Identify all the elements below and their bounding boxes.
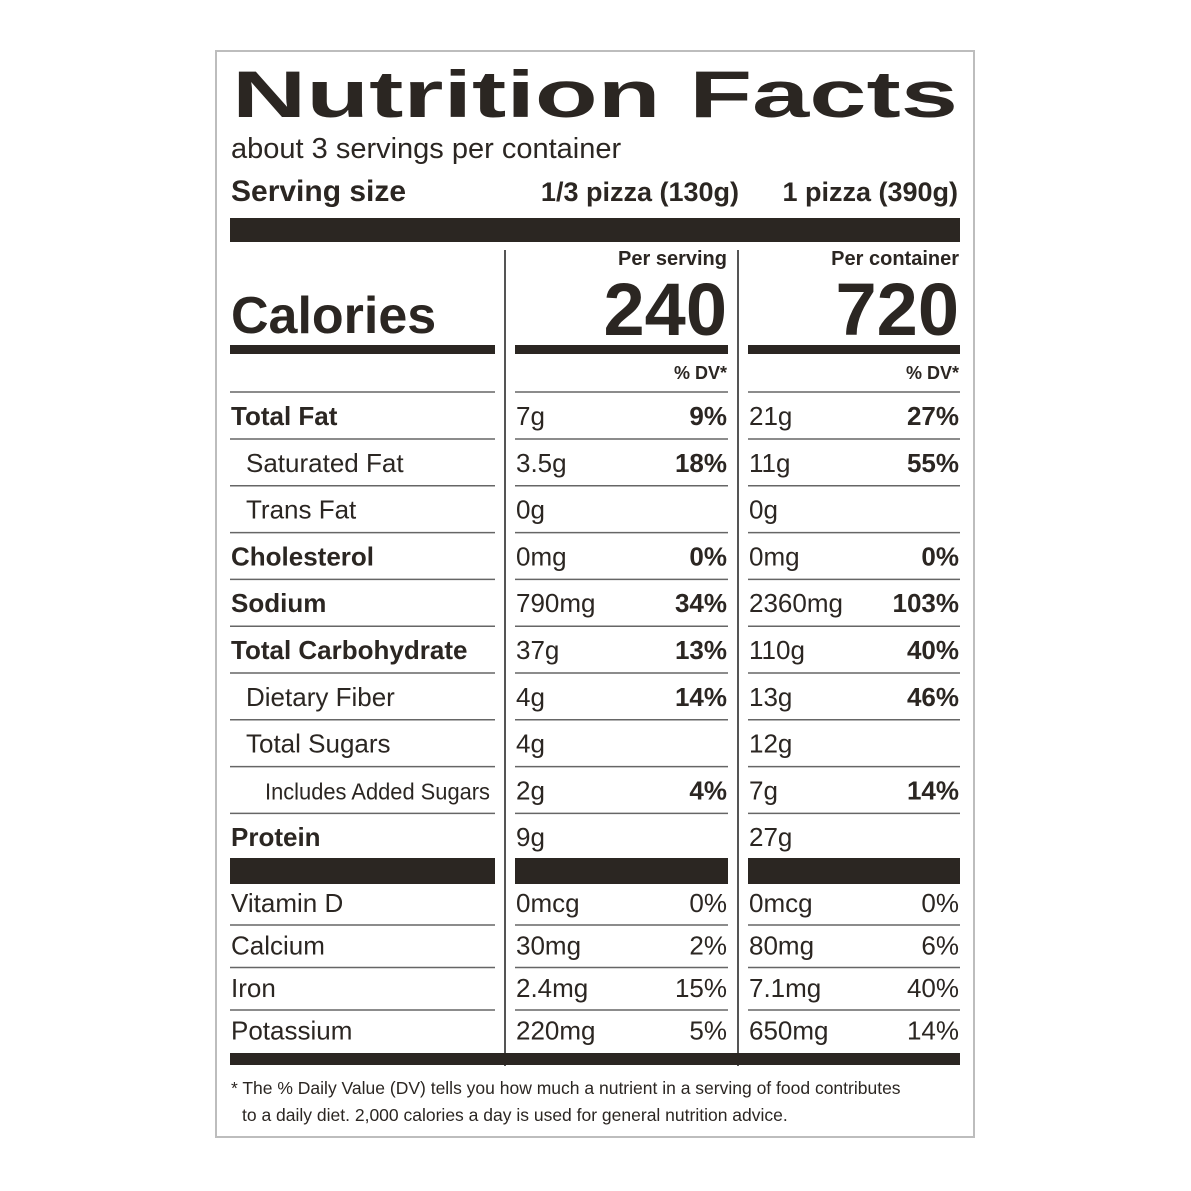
- calories-label: Calories: [231, 287, 436, 345]
- amount: 80mg: [749, 931, 814, 961]
- medium-rule: [748, 345, 960, 354]
- daily-value: 18%: [675, 448, 727, 478]
- daily-value: 5%: [689, 1016, 727, 1046]
- footnote: * The % Daily Value (DV) tells you how m…: [231, 1078, 901, 1098]
- amount: 7.1mg: [749, 973, 821, 1003]
- daily-value: 13%: [675, 635, 727, 665]
- serving-size-value: 1 pizza (390g): [782, 177, 958, 207]
- footnote: to a daily diet. 2,000 calories a day is…: [242, 1105, 788, 1125]
- calories-value: 240: [604, 268, 727, 351]
- nutrient-name: Iron: [231, 973, 276, 1003]
- amount: 0g: [749, 495, 778, 525]
- amount: 12g: [749, 729, 792, 759]
- daily-value: 6%: [921, 931, 959, 961]
- daily-value: 0%: [689, 888, 727, 918]
- amount: 0g: [516, 495, 545, 525]
- amount: 0mcg: [516, 888, 580, 918]
- daily-value: 0%: [921, 541, 959, 571]
- nutrient-name: Cholesterol: [231, 541, 374, 571]
- amount: 37g: [516, 635, 559, 665]
- daily-value: 15%: [675, 973, 727, 1003]
- nutrient-name: Total Sugars: [246, 729, 391, 759]
- amount: 2360mg: [749, 588, 843, 618]
- daily-value: 34%: [675, 588, 727, 618]
- thick-rule: [748, 858, 960, 884]
- amount: 0mg: [516, 541, 567, 571]
- medium-rule: [230, 1053, 960, 1065]
- amount: 790mg: [516, 588, 596, 618]
- calories-value: 720: [836, 268, 959, 351]
- nutrient-name: Dietary Fiber: [246, 682, 395, 712]
- title: Nutrition Facts: [232, 57, 958, 131]
- daily-value: 0%: [921, 888, 959, 918]
- nutrient-name: Total Carbohydrate: [231, 635, 467, 665]
- daily-value: 2%: [689, 931, 727, 961]
- medium-rule: [230, 345, 495, 354]
- column-header: Per serving: [618, 248, 727, 270]
- serving-size-label: Serving size: [231, 175, 406, 208]
- daily-value: 14%: [675, 682, 727, 712]
- dv-header: % DV*: [906, 363, 959, 383]
- amount: 2g: [516, 775, 545, 805]
- nutrient-name: Trans Fat: [246, 495, 357, 525]
- amount: 0mcg: [749, 888, 813, 918]
- nutrient-name: Potassium: [231, 1016, 352, 1046]
- amount: 220mg: [516, 1016, 596, 1046]
- daily-value: 14%: [907, 775, 959, 805]
- amount: 2.4mg: [516, 973, 588, 1003]
- daily-value: 9%: [689, 401, 727, 431]
- amount: 3.5g: [516, 448, 567, 478]
- nutrient-name: Sodium: [231, 588, 326, 618]
- amount: 30mg: [516, 931, 581, 961]
- thick-rule: [230, 858, 495, 884]
- amount: 4g: [516, 682, 545, 712]
- thick-rule: [515, 858, 728, 884]
- daily-value: 27%: [907, 401, 959, 431]
- amount: 9g: [516, 822, 545, 852]
- daily-value: 40%: [907, 635, 959, 665]
- amount: 4g: [516, 729, 545, 759]
- nutrient-name: Total Fat: [231, 401, 338, 431]
- daily-value: 14%: [907, 1016, 959, 1046]
- daily-value: 4%: [689, 775, 727, 805]
- dv-header: % DV*: [674, 363, 727, 383]
- daily-value: 0%: [689, 541, 727, 571]
- serving-size-value: 1/3 pizza (130g): [541, 177, 739, 207]
- servings: about 3 servings per container: [231, 133, 621, 165]
- nutrient-name: Saturated Fat: [246, 448, 404, 478]
- daily-value: 46%: [907, 682, 959, 712]
- amount: 11g: [749, 448, 790, 478]
- amount: 0mg: [749, 541, 800, 571]
- daily-value: 103%: [893, 588, 960, 618]
- amount: 13g: [749, 682, 792, 712]
- amount: 650mg: [749, 1016, 829, 1046]
- column-header: Per container: [831, 248, 959, 270]
- amount: 7g: [516, 401, 545, 431]
- daily-value: 40%: [907, 973, 959, 1003]
- nutrient-name: Protein: [231, 822, 321, 852]
- amount: 7g: [749, 775, 778, 805]
- amount: 110g: [749, 635, 805, 665]
- amount: 27g: [749, 822, 792, 852]
- nutrient-name: Calcium: [231, 931, 325, 961]
- medium-rule: [515, 345, 728, 354]
- daily-value: 55%: [907, 448, 959, 478]
- nutrient-name: Includes Added Sugars: [265, 778, 490, 804]
- amount: 21g: [749, 401, 792, 431]
- nutrient-name: Vitamin D: [231, 888, 343, 918]
- thick-rule: [230, 218, 960, 242]
